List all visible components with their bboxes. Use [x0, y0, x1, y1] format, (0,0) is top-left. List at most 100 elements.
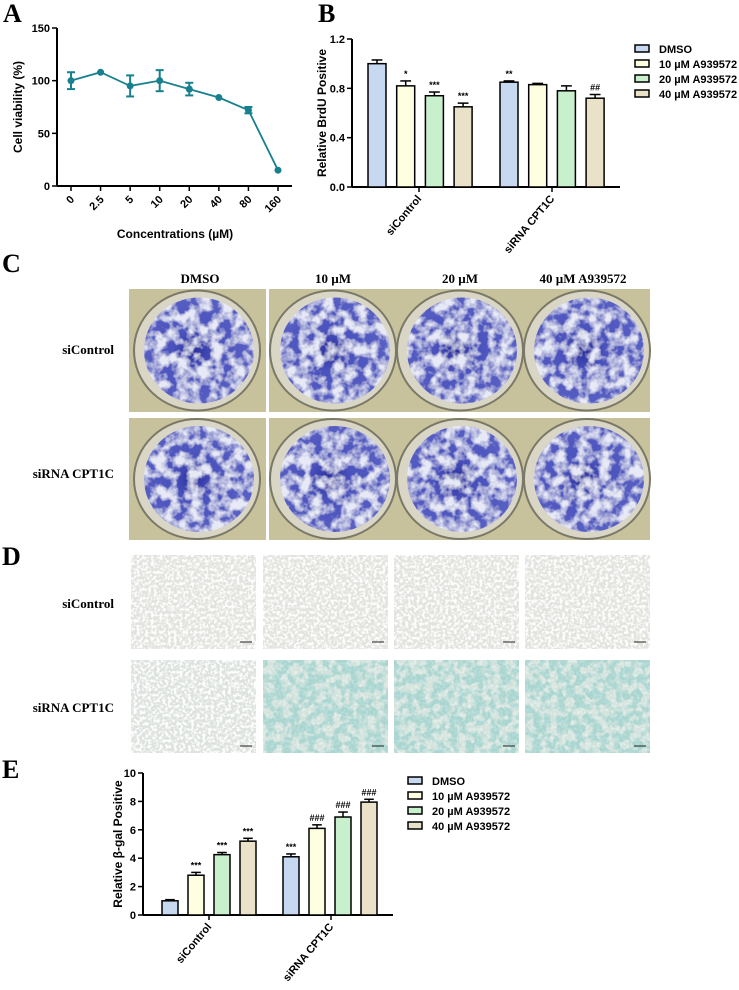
- data-point: [126, 82, 134, 90]
- micrograph: [131, 555, 256, 649]
- bar: [239, 840, 257, 916]
- x-tick-label: siControl: [174, 921, 214, 966]
- significance-label: ***: [458, 91, 469, 101]
- y-tick-label: 150: [32, 23, 50, 35]
- bar: [585, 97, 605, 188]
- x-tick-label: 20: [178, 194, 195, 211]
- legend-label: DMSO: [432, 776, 465, 788]
- panel-label-d: D: [2, 542, 21, 571]
- viability-line-chart: 0 50 100 150 Cell viability (%) 0 2.5 5 10 20 40 80…: [11, 23, 292, 241]
- y-tick-label: 0: [130, 910, 136, 922]
- legend-swatch: [634, 89, 650, 98]
- micrograph: [131, 660, 256, 753]
- x-tick-label: 2.5: [87, 194, 106, 213]
- y-tick-label: 6: [130, 825, 136, 837]
- y-tick-label: 0.0: [330, 182, 345, 194]
- x-tick-label: 80: [237, 194, 254, 211]
- y-axis-title: Relative β-gal Positive: [111, 780, 125, 908]
- bar: [367, 62, 387, 188]
- bgal-stain-overlay: [263, 660, 388, 753]
- y-tick-label: 8: [130, 796, 136, 808]
- data-point: [274, 166, 282, 174]
- bgal-stain-overlay: [394, 660, 519, 753]
- data-point: [156, 77, 164, 85]
- bar: [308, 827, 326, 916]
- legend-label: 20 µM A939572: [432, 806, 510, 818]
- significance-label: ##: [590, 83, 600, 93]
- panel-label-e: E: [2, 755, 19, 784]
- legend-swatch: [407, 821, 423, 830]
- micrograph: [394, 555, 519, 649]
- bgal-row-label: siControl: [62, 596, 114, 611]
- bar: [499, 81, 519, 188]
- bar: [360, 801, 378, 916]
- legend-swatch: [407, 791, 423, 800]
- significance-label: ***: [286, 842, 297, 852]
- significance-label: ***: [429, 80, 440, 90]
- bar: [334, 816, 352, 916]
- bar: [453, 106, 473, 188]
- y-tick-label: 1.2: [330, 34, 345, 46]
- y-tick-label: 10: [124, 768, 136, 780]
- legend-swatch: [407, 776, 423, 785]
- panel-label-c: C: [2, 249, 21, 278]
- legend-swatch: [634, 59, 650, 68]
- colony-row-label: siRNA CPT1C: [33, 466, 114, 481]
- y-tick-label: 0: [44, 181, 50, 193]
- x-tick-label: siControl: [384, 193, 424, 238]
- stained-colonies: [280, 426, 390, 532]
- data-point: [185, 85, 193, 93]
- x-tick-label: siRNA CPT1C: [502, 193, 557, 256]
- bar: [395, 85, 416, 188]
- significance-label: ###: [335, 800, 350, 810]
- data-point: [215, 94, 223, 102]
- stained-colonies: [407, 297, 517, 404]
- bar: [161, 900, 179, 916]
- significance-label: ***: [243, 826, 254, 836]
- micrograph: [525, 555, 650, 649]
- bgal-stain-panel: siControl siRNA CPT1C: [33, 555, 650, 753]
- stained-colonies: [144, 297, 254, 404]
- y-axis-title: Relative BrdU Positive: [315, 49, 329, 177]
- x-tick-label: 5: [123, 194, 136, 207]
- bar: [213, 853, 231, 916]
- bar: [187, 874, 205, 916]
- x-tick-label: 0: [64, 194, 77, 207]
- legend-label: 40 µM A939572: [659, 89, 737, 101]
- colony-column-header: 40 µM A939572: [540, 271, 627, 286]
- stained-colonies: [280, 297, 390, 404]
- significance-label: ###: [309, 813, 324, 823]
- bar: [527, 83, 548, 188]
- y-tick-label: 2: [130, 882, 136, 894]
- significance-label: **: [505, 69, 513, 79]
- legend-label: 10 µM A939572: [432, 791, 510, 803]
- bar: [282, 856, 300, 916]
- colony-row-label: siControl: [62, 342, 114, 357]
- legend-label: 40 µM A939572: [432, 821, 510, 833]
- significance-label: ***: [217, 841, 228, 851]
- micrograph: [263, 555, 388, 649]
- x-tick-label: siRNA CPT1C: [281, 921, 336, 984]
- x-axis-title: Concentrations (µM): [117, 227, 233, 241]
- panel-label-a: A: [3, 0, 22, 28]
- y-tick-label: 0.4: [330, 133, 346, 145]
- stained-colonies: [534, 426, 644, 532]
- legend-swatch: [407, 806, 423, 815]
- data-point: [244, 106, 252, 114]
- legend-swatch: [634, 74, 650, 83]
- panel-label-b: B: [318, 0, 335, 28]
- legend-label: DMSO: [659, 44, 692, 56]
- bar: [424, 94, 445, 188]
- bgal-stain-overlay: [525, 660, 650, 753]
- y-tick-label: 50: [38, 128, 50, 140]
- y-tick-label: 100: [32, 76, 50, 88]
- legend-label: 10 µM A939572: [659, 59, 737, 71]
- data-point: [97, 68, 105, 76]
- significance-label: ###: [361, 787, 376, 797]
- colony-panel: DMSO 10 µM 20 µM 40 µM A939572 siControl…: [33, 271, 651, 540]
- x-tick-label: 10: [149, 194, 166, 211]
- series-line: [70, 71, 279, 171]
- bgal-row-label: siRNA CPT1C: [33, 700, 114, 715]
